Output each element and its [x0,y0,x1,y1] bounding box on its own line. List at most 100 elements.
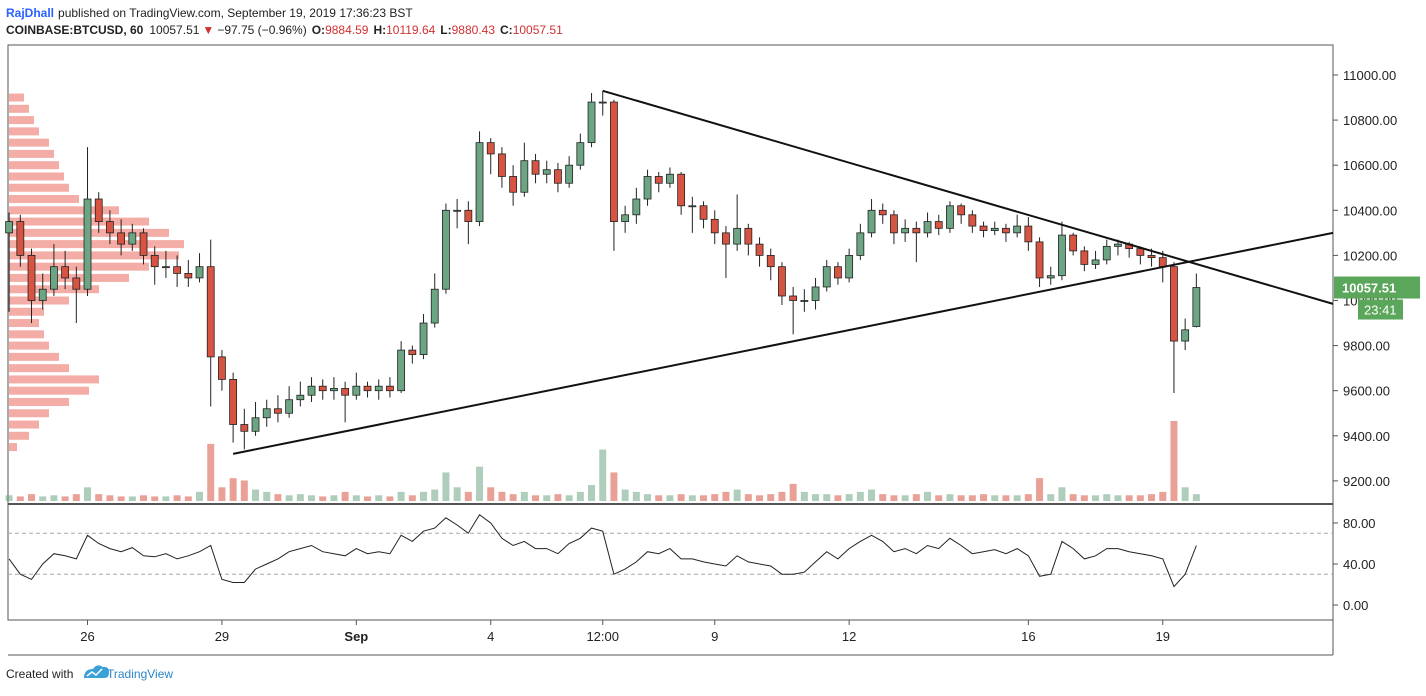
last-price-label: 10057.51 [1342,281,1396,296]
candle-body [16,221,25,256]
volume-bar [1148,494,1156,501]
candle-body [957,205,966,216]
candle-body [5,221,14,234]
volume-bar [980,494,988,501]
trend-line [602,89,1334,305]
volume-bar [554,494,562,501]
logo-cloud [84,665,109,678]
volume-profile-bar [9,431,29,440]
volume-bar [509,494,517,501]
y-tick-label: 10600.00 [1343,158,1397,173]
y-tick-label: 10200.00 [1343,248,1397,263]
candle-body [867,209,876,234]
volume-bar [1024,494,1032,501]
candle-body [856,232,865,256]
volume-bar [688,495,696,501]
volume-bar [935,495,943,501]
volume-bar [957,495,965,501]
volume-bar [856,491,864,501]
volume-bar [1080,495,1088,501]
volume-bar [610,472,618,501]
ohlc-label: H: [373,23,386,37]
volume-bar [16,496,24,501]
ohlc-label: L: [440,23,451,37]
y-tick-label: 11000.00 [1343,68,1396,83]
candle-body [878,209,887,216]
candle-body [1192,287,1201,327]
candle-body [520,160,529,193]
volume-bar [733,489,741,501]
volume-bar [532,495,540,501]
candle-body [363,385,372,392]
volume-bar [1036,478,1044,501]
volume-bar [599,449,607,501]
candle-body [352,385,361,396]
volume-bar [263,491,271,501]
volume-bar [1069,494,1077,501]
candle-body [643,176,652,200]
volume-bar [184,496,192,501]
candle-body [195,266,204,279]
trend-line [232,231,1334,455]
author[interactable]: RajDhall [6,6,54,20]
x-tick-label: 12:00 [586,629,619,644]
volume-profile-bar [9,375,99,384]
candle-body [307,385,316,396]
x-tick-label: Sep [344,629,368,644]
volume-bar [879,494,887,501]
volume-profile-bar [9,307,44,316]
candle-body [61,266,70,279]
candle-body [834,266,842,279]
volume-profile-bar [9,352,59,361]
volume-bar [117,496,125,501]
candle-body [1181,329,1190,342]
volume-profile-bar [9,138,49,147]
volume-bar [386,496,394,501]
candle-body [27,254,36,301]
candle-body [419,322,428,356]
volume-bar [274,494,282,501]
candle-body [968,214,977,227]
volume-bar [229,478,237,501]
candle-body [946,205,954,229]
volume-bar [308,495,316,501]
volume-bar [5,495,13,501]
volume-bar [868,489,876,501]
candle-body [890,214,898,234]
volume-profile-bar [9,240,184,249]
candle-body [710,218,719,234]
footer-brand[interactable]: TradingView [107,667,173,681]
volume-bar [543,495,551,501]
candle-body [901,227,910,234]
volume-bar [196,491,204,501]
x-tick-label: 4 [487,629,494,644]
candle-body [184,273,193,279]
volume-bar [296,494,304,501]
volume-bar [72,494,80,501]
volume-bar [330,495,338,501]
volume-bar [28,494,36,501]
candle-body [318,385,327,392]
volume-bar [1103,494,1111,501]
candle-body [262,408,271,419]
candle-body [912,227,921,234]
volume-profile-bar [9,93,24,102]
volume-bar [240,480,248,501]
volume-bar [677,494,685,501]
rsi-line [8,513,1197,588]
x-tick-label: 26 [80,629,94,644]
volume-bar [431,489,439,501]
volume-bar [364,496,372,501]
candle-body [464,209,473,222]
volume-bar [1192,494,1200,501]
candle-body [789,295,798,301]
x-tick-label: 9 [711,629,718,644]
volume-profile-bar [9,262,149,271]
volume-profile-bar [9,183,69,192]
candle-body [587,101,596,144]
volume-bar [1159,491,1167,501]
volume-profile-bar [9,217,149,226]
volume-profile-bar [9,330,44,339]
candle-body [296,394,305,401]
